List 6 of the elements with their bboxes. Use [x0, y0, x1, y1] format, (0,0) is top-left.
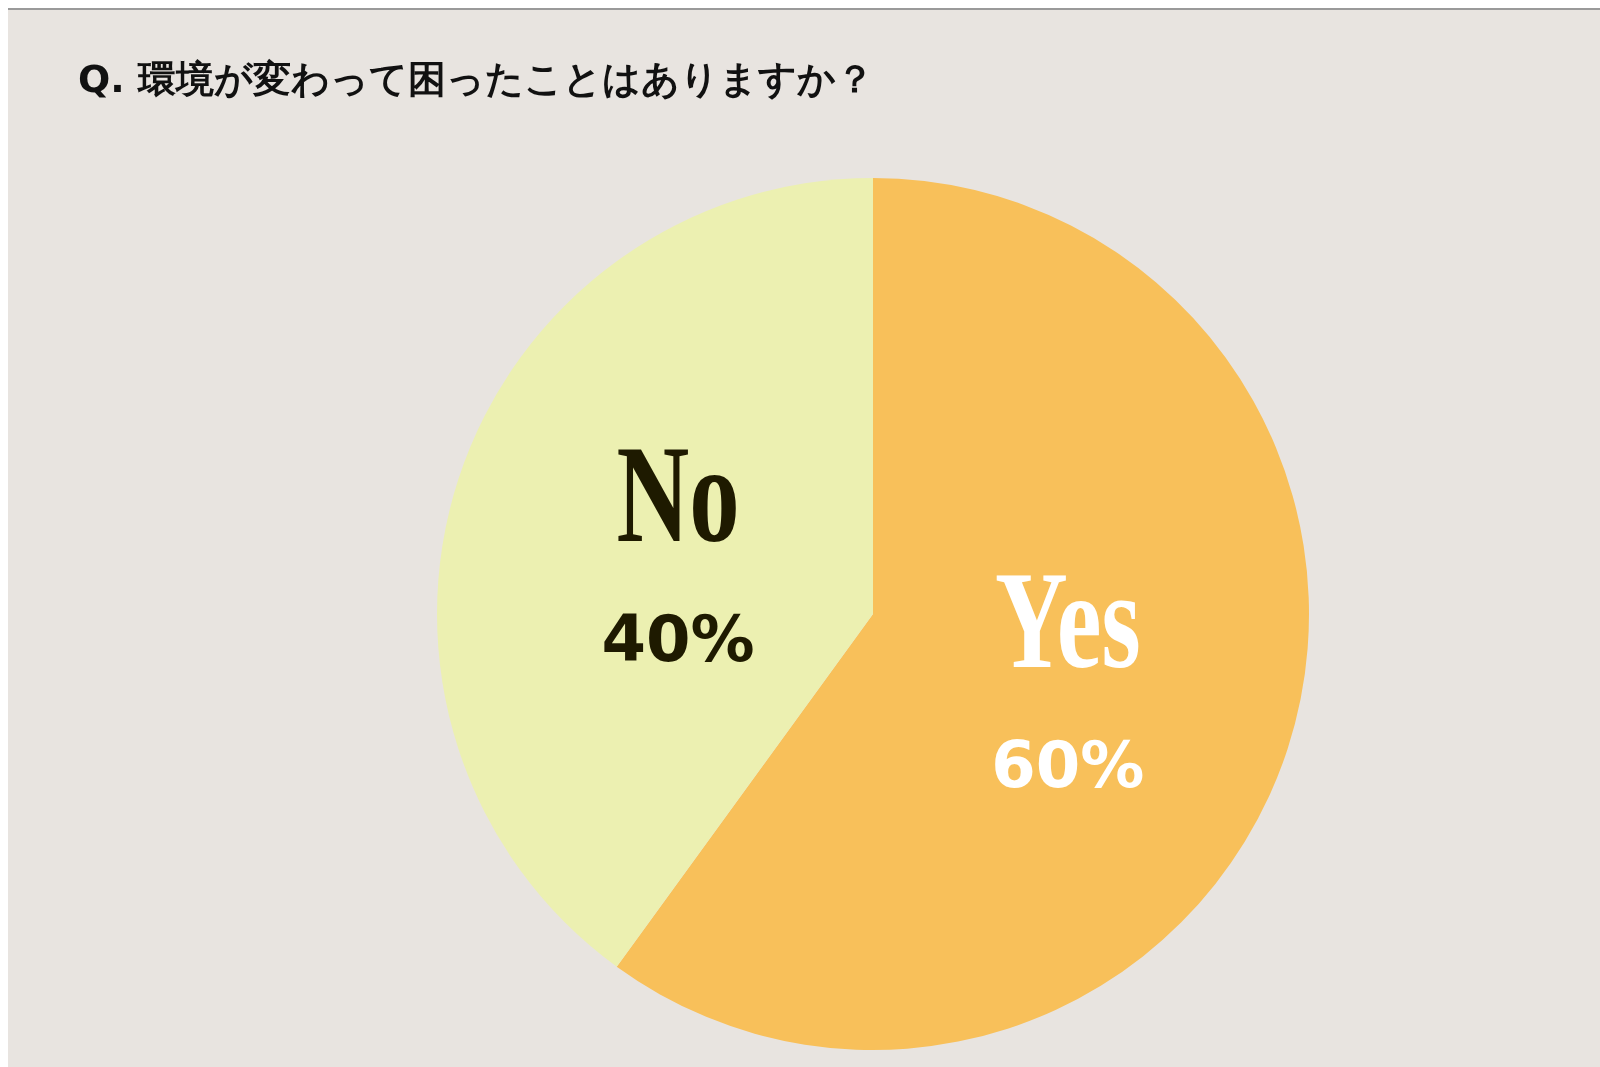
data-label: 40% [601, 601, 755, 676]
chart-title: Q. 環境が変わって困ったことはありますか？ [78, 57, 874, 101]
data-label: 60% [991, 728, 1145, 803]
pie-slice [437, 178, 873, 967]
slice-label: No [616, 415, 740, 571]
slice-label: Yes [995, 542, 1141, 698]
